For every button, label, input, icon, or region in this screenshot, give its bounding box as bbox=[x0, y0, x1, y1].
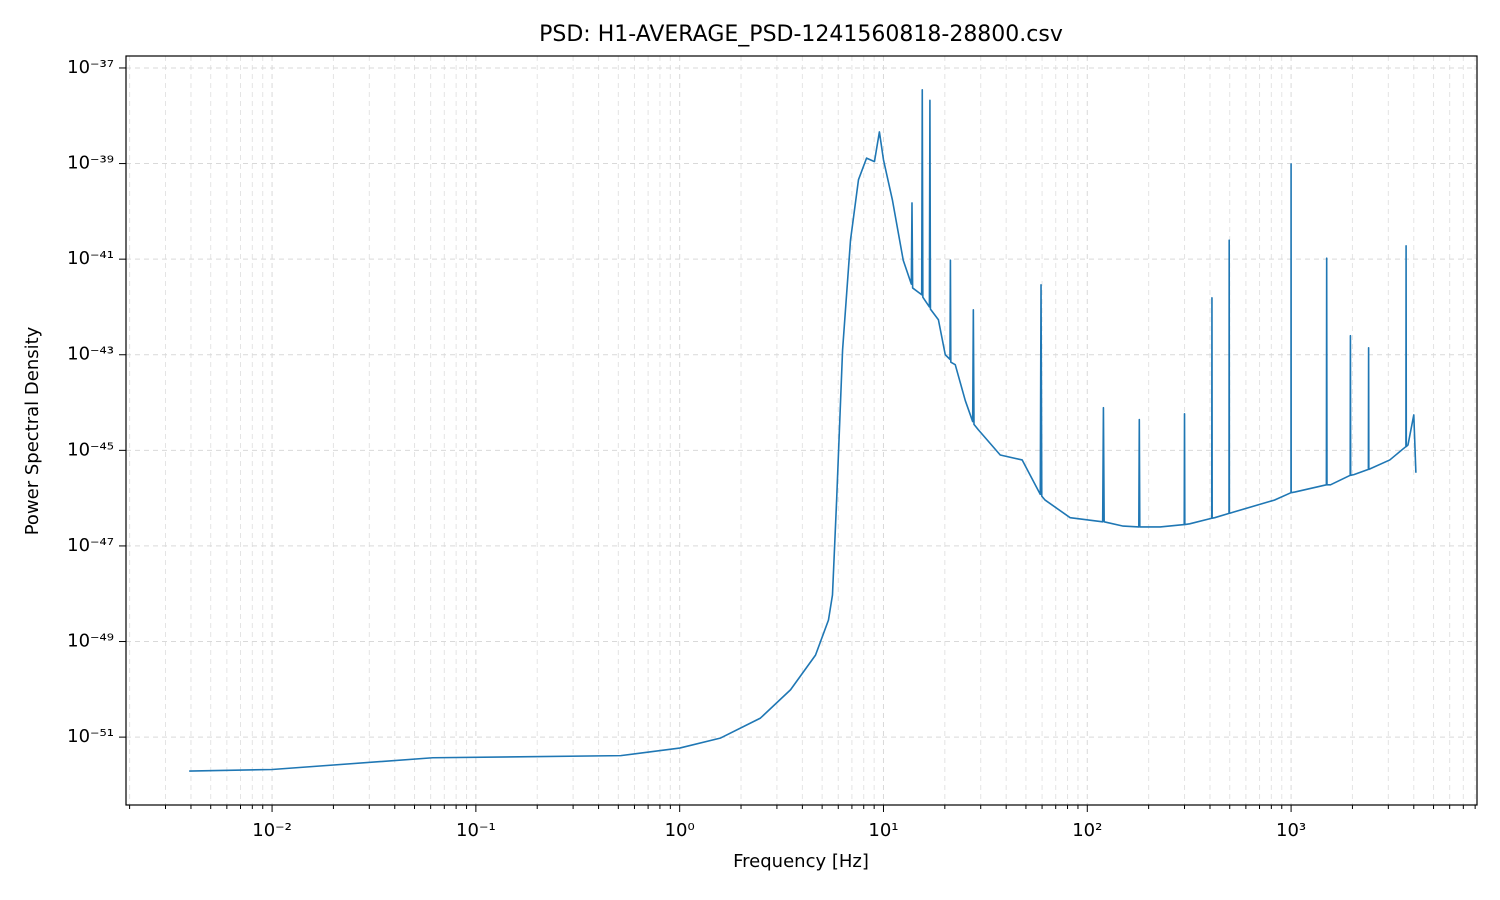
y-tick-label: 10⁻⁴⁷ bbox=[67, 535, 114, 556]
y-tick-label: 10⁻³⁷ bbox=[67, 57, 114, 78]
x-axis-label: Frequency [Hz] bbox=[733, 851, 869, 872]
x-tick-label: 10¹ bbox=[868, 820, 898, 841]
grid bbox=[119, 56, 1477, 812]
y-tick-label: 10⁻⁴⁵ bbox=[67, 439, 114, 460]
y-tick-label: 10⁻⁴³ bbox=[67, 344, 114, 365]
x-tick-label: 10⁰ bbox=[665, 820, 695, 841]
y-tick-label: 10⁻⁴⁹ bbox=[67, 631, 114, 652]
plot-area bbox=[189, 88, 1417, 772]
y-tick-label: 10⁻³⁹ bbox=[67, 153, 114, 174]
y-tick-label: 10⁻⁵¹ bbox=[67, 726, 114, 747]
x-tick-label: 10⁻¹ bbox=[456, 820, 496, 841]
plot-frame bbox=[125, 55, 1478, 806]
data-line bbox=[189, 88, 1417, 772]
x-tick-label: 10³ bbox=[1276, 820, 1306, 841]
y-tick-label: 10⁻⁴¹ bbox=[67, 248, 114, 269]
x-tick-label: 10⁻² bbox=[252, 820, 292, 841]
chart-title: PSD: H1-AVERAGE_PSD-1241560818-28800.csv bbox=[539, 22, 1063, 47]
x-tick-label: 10² bbox=[1072, 820, 1102, 841]
y-axis-label: Power Spectral Density bbox=[22, 326, 43, 535]
